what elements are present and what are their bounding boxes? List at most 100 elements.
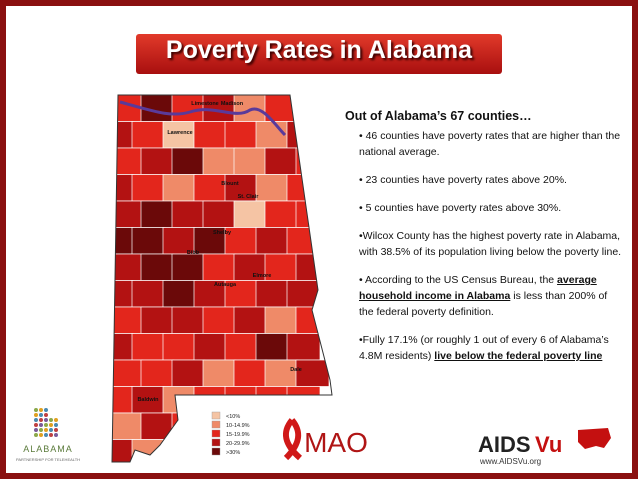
county	[131, 280, 166, 308]
county	[255, 439, 290, 462]
logo-dot	[39, 408, 43, 412]
county	[193, 386, 228, 414]
logo-dot	[49, 433, 53, 437]
logo-subtext: PARTNERSHIP FOR TELEHEALTH	[16, 457, 80, 462]
county	[202, 253, 237, 281]
county	[171, 412, 206, 440]
state-outline	[111, 94, 333, 463]
county	[112, 386, 135, 414]
county	[112, 359, 144, 387]
county	[264, 147, 299, 175]
logo-dot	[54, 423, 58, 427]
bullet: • 46 counties have poverty rates that ar…	[359, 130, 621, 158]
county	[140, 147, 175, 175]
text-panel: Out of Alabama’s 67 counties… • 46 count…	[345, 108, 623, 376]
county	[112, 280, 135, 308]
logo-dot	[54, 433, 58, 437]
logo-dot	[34, 433, 38, 437]
logo-text: ALABAMA	[23, 444, 73, 454]
county	[202, 147, 237, 175]
county	[202, 306, 237, 334]
logo-dot	[39, 433, 43, 437]
logo-dot	[39, 418, 43, 422]
county	[171, 200, 206, 228]
legend-swatch	[211, 420, 221, 429]
county	[286, 333, 321, 361]
county-label: Bibb	[187, 250, 200, 256]
county	[162, 333, 197, 361]
county	[162, 280, 197, 308]
county	[202, 200, 237, 228]
county	[112, 412, 144, 440]
bullet-text: • According to the US Census Bureau, the	[359, 274, 558, 286]
county	[131, 333, 166, 361]
legend-label: 20-29.9%	[226, 441, 250, 447]
county	[112, 253, 144, 281]
logo-dot	[34, 423, 38, 427]
county	[286, 280, 321, 308]
county	[193, 333, 228, 361]
county	[112, 200, 144, 228]
county	[264, 359, 299, 387]
aidsvu-logo: AIDS Vu www.AIDSVu.org	[478, 428, 611, 466]
mao-logo: MAO	[282, 418, 368, 461]
county	[286, 121, 321, 149]
legend-label: 15-19.9%	[226, 432, 250, 438]
logo-dot	[44, 423, 48, 427]
county	[233, 253, 268, 281]
county	[295, 200, 330, 228]
logo-dot	[49, 428, 53, 432]
heading: Out of Alabama’s 67 counties…	[345, 109, 532, 123]
county	[140, 253, 175, 281]
logo-dot	[49, 423, 53, 427]
logo-dot	[39, 423, 43, 427]
bullet: • 23 counties have poverty rates above 2…	[359, 174, 567, 186]
county	[224, 386, 259, 414]
county	[140, 200, 175, 228]
aids-text: AIDS	[478, 432, 531, 457]
bullet: • 5 counties have poverty rates above 30…	[359, 202, 562, 214]
logo-dot	[39, 413, 43, 417]
logo-dot	[34, 408, 38, 412]
legend-swatch	[211, 438, 221, 447]
county	[112, 227, 135, 255]
county	[112, 174, 135, 202]
county	[162, 439, 197, 462]
county	[162, 174, 197, 202]
county	[264, 200, 299, 228]
county	[233, 359, 268, 387]
county	[193, 227, 228, 255]
county	[162, 386, 197, 414]
logo-dot	[34, 413, 38, 417]
county	[131, 439, 166, 462]
county-label: St. Clair	[238, 194, 260, 200]
legend-label: >30%	[226, 450, 240, 456]
county	[171, 253, 206, 281]
county	[286, 227, 321, 255]
mao-text: MAO	[304, 427, 368, 458]
url: www.AIDSVu.org	[479, 457, 541, 466]
county	[224, 174, 259, 202]
county-label: Lawrence	[167, 130, 192, 136]
county-label: Blount	[221, 181, 239, 187]
logo-dot	[39, 428, 43, 432]
logo-dot	[44, 413, 48, 417]
county-label: Dale	[290, 367, 302, 373]
legend-swatch	[211, 411, 221, 420]
bullet-emphasis: average household income in Alabama	[359, 274, 597, 302]
logo-dot	[34, 428, 38, 432]
county-label: Elmore	[253, 273, 272, 279]
county	[224, 333, 259, 361]
logo-dot	[54, 418, 58, 422]
county	[131, 121, 166, 149]
county-label: Baldwin	[137, 397, 159, 403]
title: Poverty Rates in Alabama	[165, 36, 473, 64]
county	[224, 121, 259, 149]
county	[131, 227, 166, 255]
legend-swatch	[211, 429, 221, 438]
bullet: •Wilcox County has the highest poverty r…	[359, 230, 622, 258]
county	[112, 333, 135, 361]
county	[202, 359, 237, 387]
